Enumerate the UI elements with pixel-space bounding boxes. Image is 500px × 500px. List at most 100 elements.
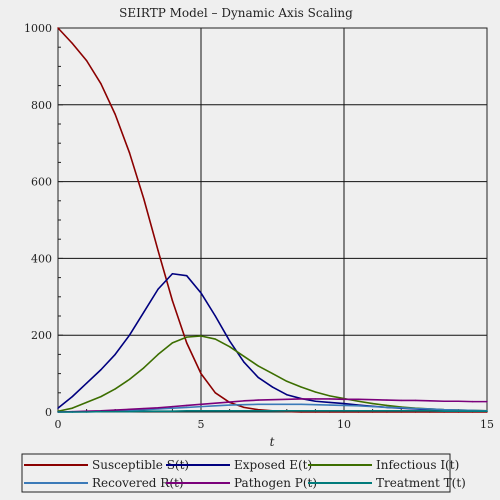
data-point <box>257 403 259 406</box>
x-tick-label: 10 <box>337 418 351 431</box>
data-point <box>314 400 317 402</box>
data-point <box>186 406 188 409</box>
data-point <box>171 273 174 275</box>
data-point <box>200 292 202 294</box>
data-point <box>186 274 188 277</box>
data-point <box>286 403 288 406</box>
data-point <box>343 410 345 412</box>
chart-title: SEIRTP Model – Dynamic Axis Scaling <box>119 6 353 20</box>
data-point <box>228 346 231 348</box>
data-point <box>57 407 59 409</box>
data-point <box>143 410 145 412</box>
data-point <box>71 411 74 413</box>
y-tick-label: 0 <box>45 406 52 419</box>
data-point <box>214 410 216 412</box>
data-point <box>71 407 74 409</box>
data-point <box>214 402 216 404</box>
y-tick-label: 800 <box>31 99 52 112</box>
data-point <box>271 386 274 388</box>
data-point <box>128 408 131 411</box>
data-point <box>128 152 131 154</box>
data-point <box>85 401 88 404</box>
data-point <box>171 342 174 344</box>
data-point <box>443 408 445 411</box>
data-point <box>300 398 302 400</box>
y-tick-label: 1000 <box>24 22 52 35</box>
data-point <box>85 411 88 413</box>
data-point <box>171 407 174 409</box>
data-point <box>371 405 374 408</box>
data-point <box>228 404 231 406</box>
data-point <box>286 410 288 412</box>
data-point <box>200 335 202 337</box>
data-point <box>186 410 188 412</box>
data-point <box>329 398 331 400</box>
data-point <box>343 404 345 407</box>
x-axis-label: t <box>270 435 275 449</box>
data-point <box>429 400 431 402</box>
data-point <box>214 338 216 340</box>
data-point <box>271 372 274 375</box>
data-point <box>100 395 102 398</box>
data-point <box>314 391 317 393</box>
data-point <box>157 353 159 356</box>
data-point <box>343 398 345 401</box>
data-point <box>472 410 474 412</box>
data-point <box>329 404 331 406</box>
data-point <box>257 408 259 411</box>
data-point <box>171 299 174 302</box>
data-point <box>414 407 417 410</box>
data-point <box>371 402 374 405</box>
data-point <box>414 410 417 412</box>
data-point <box>357 410 359 412</box>
data-point <box>157 250 159 252</box>
data-point <box>329 395 331 397</box>
data-point <box>157 407 159 409</box>
data-point <box>128 410 131 413</box>
data-point <box>128 334 131 336</box>
data-point <box>114 388 116 390</box>
legend-label: Pathogen P(t) <box>234 476 317 490</box>
data-point <box>271 399 274 401</box>
data-point <box>100 369 102 371</box>
legend-label: Susceptible S(t) <box>92 458 189 472</box>
data-point <box>400 410 402 412</box>
data-point <box>114 113 116 116</box>
data-point <box>243 400 245 402</box>
data-point <box>71 42 74 45</box>
data-point <box>157 410 159 412</box>
data-point <box>443 400 445 402</box>
data-point <box>100 82 102 85</box>
data-point <box>200 403 202 406</box>
data-point <box>200 410 202 412</box>
data-point <box>200 372 202 375</box>
data-point <box>85 59 88 62</box>
data-point <box>329 401 331 404</box>
data-point <box>71 395 74 398</box>
data-point <box>114 409 116 411</box>
data-point <box>228 410 231 412</box>
data-point <box>314 398 317 400</box>
data-point <box>243 355 245 358</box>
data-point <box>286 394 288 396</box>
data-point <box>143 198 145 200</box>
x-tick-label: 15 <box>480 418 494 431</box>
data-point <box>286 380 288 382</box>
data-point <box>171 405 174 408</box>
data-point <box>371 399 374 401</box>
data-point <box>386 410 388 412</box>
data-point <box>228 340 231 342</box>
data-point <box>57 27 59 29</box>
data-point <box>429 408 431 410</box>
data-point <box>386 404 388 407</box>
data-point <box>357 400 359 402</box>
data-point <box>214 405 216 407</box>
legend-box <box>21 453 451 493</box>
legend-label: Recovered R(t) <box>92 476 184 490</box>
data-point <box>143 311 145 313</box>
data-point <box>357 405 359 407</box>
data-point <box>486 410 488 412</box>
data-point <box>57 411 59 413</box>
legend-label: Treatment T(t) <box>376 476 466 490</box>
